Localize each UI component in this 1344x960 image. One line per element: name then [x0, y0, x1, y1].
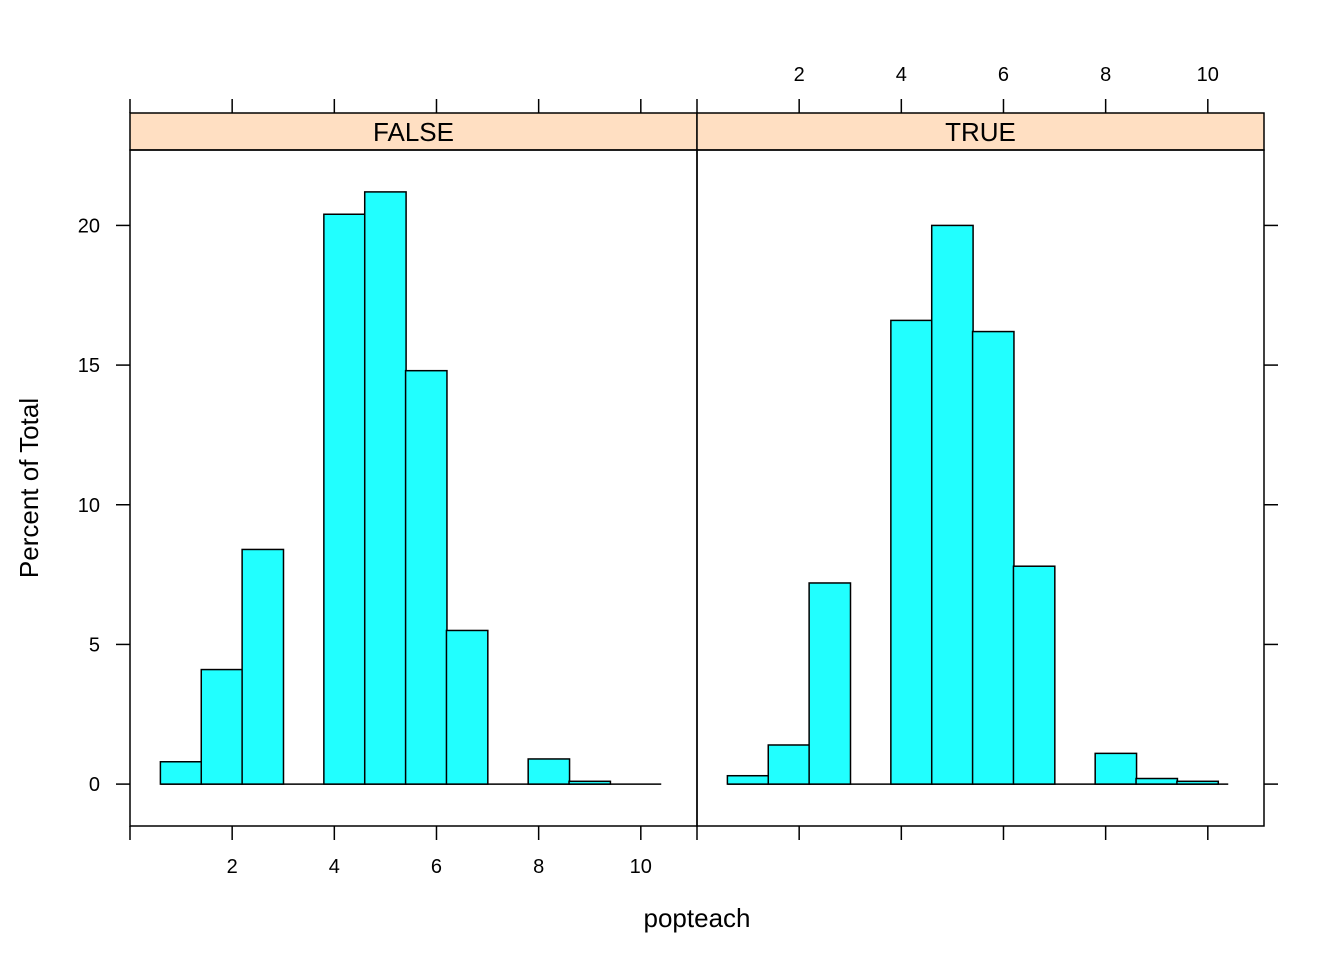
histogram-bar	[971, 330, 1015, 785]
histogram-bar	[1094, 752, 1138, 785]
histogram-bar	[726, 774, 770, 785]
histogram-bar	[241, 548, 285, 785]
strip-label: FALSE	[373, 117, 454, 147]
histogram-bar	[1012, 565, 1056, 785]
panel-false: FALSE 2 4 6 8 10	[129, 99, 698, 878]
y-tick-label: 0	[89, 774, 100, 796]
histogram-bar	[363, 191, 407, 785]
x-tick-label: 10	[1197, 64, 1219, 86]
y-tick-label: 5	[89, 634, 100, 656]
histogram-bar	[1135, 777, 1179, 785]
y-axis: 0 5 10 15 20	[78, 215, 1278, 796]
histogram-bar	[323, 213, 366, 785]
x-tick-label: 4	[329, 856, 340, 878]
histogram-bar	[767, 744, 811, 785]
x-tick-label: 4	[896, 64, 907, 86]
x-tick-label: 10	[630, 856, 652, 878]
x-tick-label: 2	[227, 856, 238, 878]
panel-true: TRUE 2 4 6 8 10	[696, 64, 1265, 840]
y-tick-label: 10	[78, 495, 100, 517]
strip-false	[129, 112, 698, 151]
histogram-bar	[568, 780, 612, 785]
x-tick-label: 6	[998, 64, 1009, 86]
histogram-bar	[930, 224, 974, 785]
x-tick-label: 2	[794, 64, 805, 86]
x-tick-label: 8	[1100, 64, 1111, 86]
panel-frame	[696, 149, 1265, 827]
histogram-bar	[159, 761, 203, 785]
y-tick-label: 15	[78, 355, 100, 377]
y-tick-label: 20	[78, 215, 100, 237]
histogram-bar	[1176, 780, 1220, 785]
x-tick-label: 6	[431, 856, 442, 878]
x-axis-title: popteach	[644, 903, 751, 933]
histogram-bar	[200, 668, 244, 785]
x-tick-label: 8	[533, 856, 544, 878]
histogram-bar	[808, 582, 852, 785]
y-axis-title: Percent of Total	[14, 398, 44, 578]
histogram-bar	[404, 369, 448, 785]
histogram-bar	[527, 758, 571, 785]
panels: FALSE 2 4 6 8 10 TRUE 2 4 6 8 10 0 5 10 15 20	[78, 64, 1278, 878]
strip-label: TRUE	[945, 117, 1016, 147]
histogram-bar	[890, 319, 933, 785]
histogram-bar	[445, 629, 489, 785]
